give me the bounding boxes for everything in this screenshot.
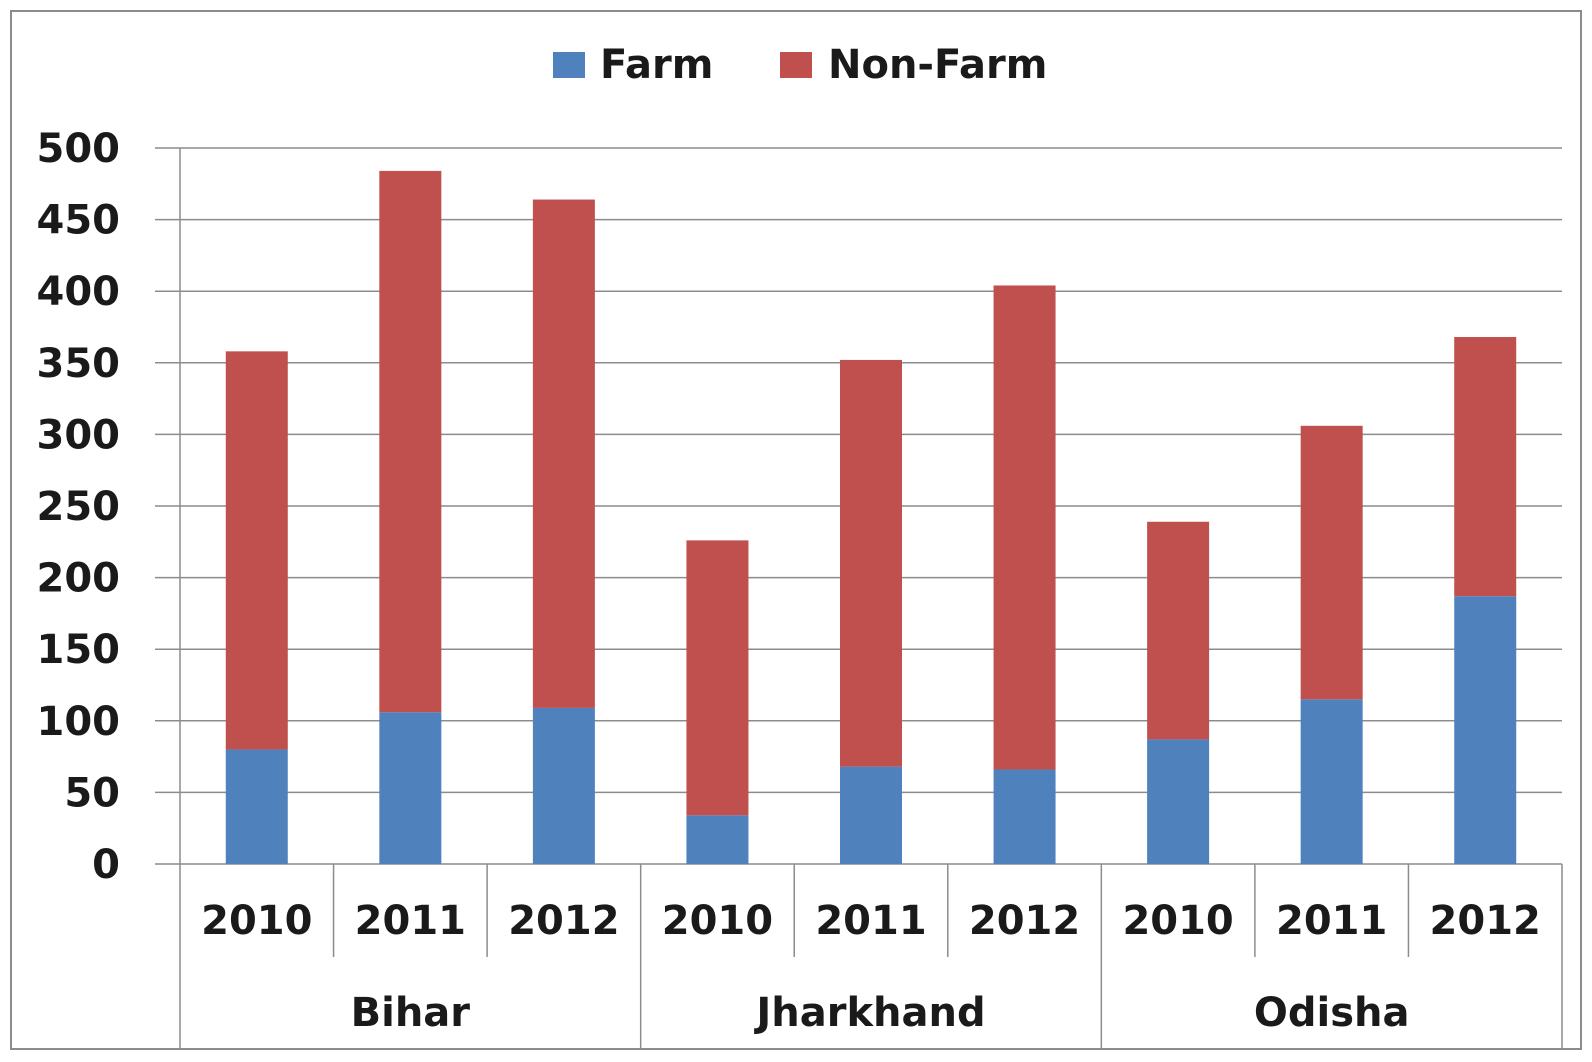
y-tick-label: 400 <box>37 269 121 315</box>
x-group-label: Odisha <box>1254 990 1410 1036</box>
y-tick-label: 350 <box>37 341 121 387</box>
axes <box>179 148 1563 1048</box>
bar-farm-2 <box>532 707 595 864</box>
x-category-label: 2010 <box>201 898 312 944</box>
bar-non-farm-4 <box>840 359 902 767</box>
y-tick-label: 50 <box>64 770 120 816</box>
bar-non-farm-6 <box>1147 521 1210 740</box>
x-group-label: Bihar <box>351 990 471 1036</box>
x-category-label: 2011 <box>1276 898 1387 944</box>
bar-farm-8 <box>1454 596 1517 864</box>
x-group-label: Jharkhand <box>753 990 985 1036</box>
bar-farm-7 <box>1300 699 1363 864</box>
bar-non-farm-7 <box>1300 425 1363 700</box>
legend-label-non-farm: Non-Farm <box>828 42 1047 88</box>
x-category-label: 2011 <box>815 898 926 944</box>
bar-farm-5 <box>993 769 1056 864</box>
x-category-label: 2012 <box>1430 898 1541 944</box>
y-tick-label: 200 <box>37 556 121 602</box>
bar-non-farm-8 <box>1454 337 1517 597</box>
bar-farm-4 <box>840 766 902 864</box>
bar-farm-1 <box>379 712 442 864</box>
x-category-label: 2012 <box>969 898 1080 944</box>
y-tick-label: 100 <box>37 699 121 745</box>
bar-farm-0 <box>225 749 288 864</box>
legend-swatch-non-farm <box>780 52 812 78</box>
legend-label-farm: Farm <box>600 42 713 88</box>
y-tick-label: 500 <box>37 126 121 172</box>
bar-non-farm-2 <box>532 199 595 708</box>
legend-swatch-farm <box>553 52 585 78</box>
y-tick-labels: 0 50 100 150 200 250 300 350 400 450 500 <box>37 126 121 888</box>
legend: Farm Non-Farm <box>553 42 1047 88</box>
y-tick-label: 450 <box>37 198 121 244</box>
y-tick-label: 150 <box>37 627 121 673</box>
x-axis-labels: Bihar Jharkhand Odisha 2010 2011 2012 2010 2011… <box>201 898 1541 1036</box>
bar-non-farm-1 <box>379 170 442 713</box>
x-category-label: 2012 <box>508 898 619 944</box>
y-tick-label: 250 <box>37 484 121 530</box>
x-category-label: 2010 <box>1122 898 1233 944</box>
bar-farm-6 <box>1147 739 1210 864</box>
y-tick-label: 300 <box>37 412 121 458</box>
x-category-label: 2010 <box>662 898 773 944</box>
y-tick-label: 0 <box>92 842 120 888</box>
bar-non-farm-3 <box>686 540 749 816</box>
bar-non-farm-5 <box>993 285 1056 770</box>
x-category-label: 2011 <box>355 898 466 944</box>
bar-farm-3 <box>686 815 749 864</box>
bars <box>225 170 1517 864</box>
bar-non-farm-0 <box>225 351 288 750</box>
